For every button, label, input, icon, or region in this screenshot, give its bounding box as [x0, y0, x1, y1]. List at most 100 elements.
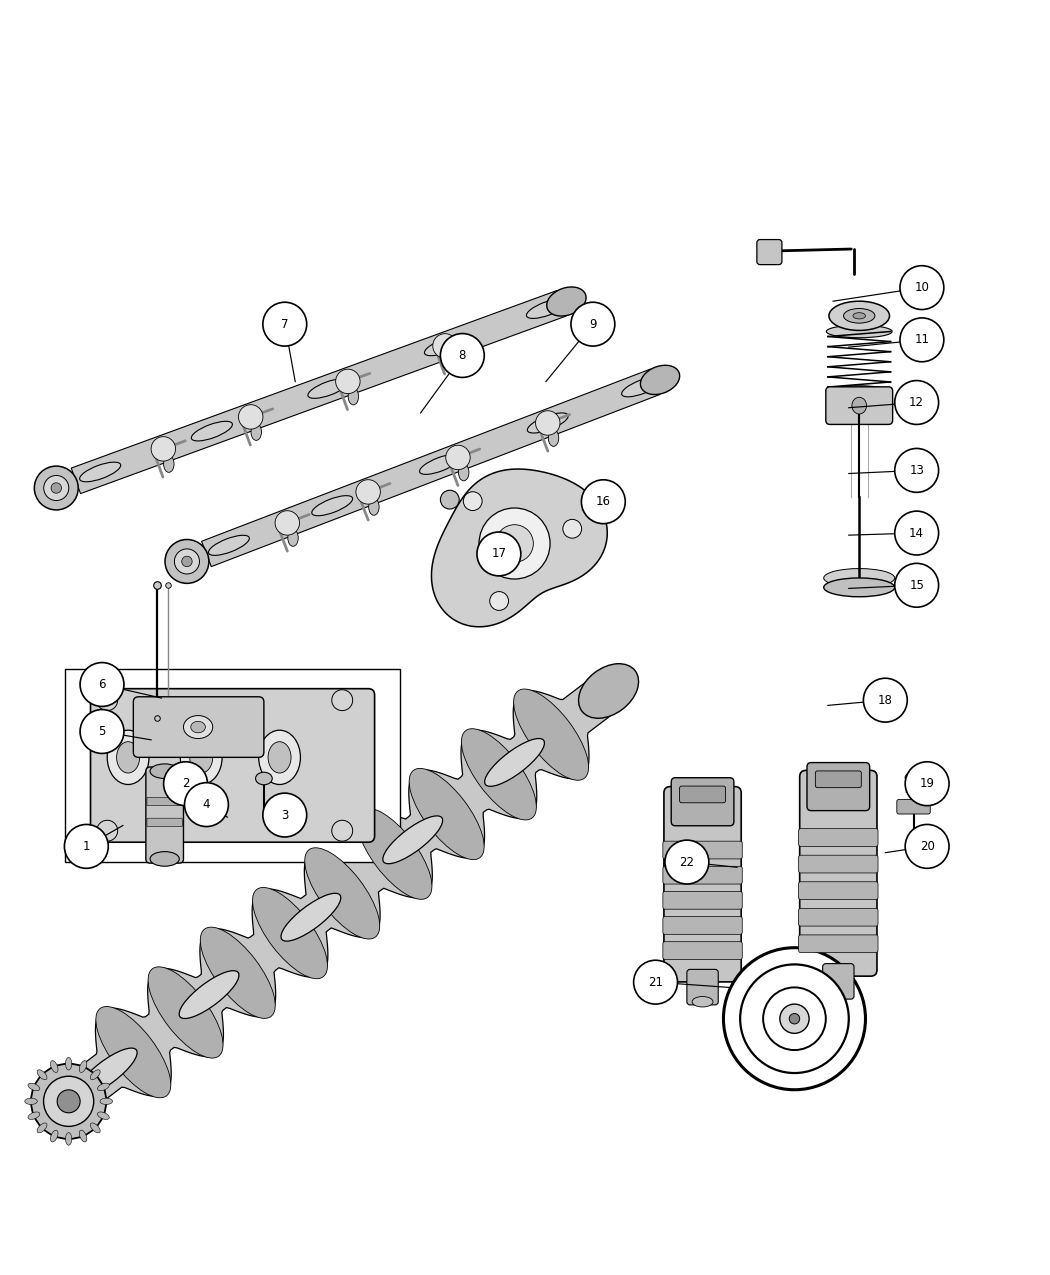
Ellipse shape	[823, 578, 895, 597]
FancyBboxPatch shape	[65, 669, 400, 862]
Circle shape	[563, 519, 582, 538]
Ellipse shape	[281, 894, 341, 941]
Ellipse shape	[184, 715, 213, 738]
Circle shape	[895, 511, 939, 555]
Circle shape	[790, 1014, 800, 1024]
Text: 4: 4	[203, 798, 210, 811]
Circle shape	[275, 511, 299, 536]
FancyBboxPatch shape	[147, 819, 183, 826]
Text: 19: 19	[920, 778, 934, 790]
Ellipse shape	[165, 539, 209, 584]
FancyBboxPatch shape	[822, 964, 854, 1000]
FancyBboxPatch shape	[687, 969, 718, 1005]
Ellipse shape	[485, 738, 545, 787]
Ellipse shape	[255, 773, 272, 785]
Circle shape	[900, 317, 944, 362]
Ellipse shape	[349, 388, 359, 405]
Ellipse shape	[209, 536, 249, 556]
Ellipse shape	[37, 1070, 47, 1080]
Circle shape	[433, 334, 457, 358]
Ellipse shape	[573, 394, 603, 421]
FancyBboxPatch shape	[816, 771, 861, 788]
Ellipse shape	[79, 1130, 87, 1142]
Circle shape	[479, 507, 550, 579]
Ellipse shape	[445, 353, 456, 370]
FancyBboxPatch shape	[663, 842, 742, 859]
Ellipse shape	[622, 376, 663, 397]
Circle shape	[536, 411, 560, 435]
Text: 6: 6	[99, 678, 106, 691]
Ellipse shape	[312, 496, 353, 515]
Ellipse shape	[25, 1098, 38, 1104]
Text: 3: 3	[281, 808, 289, 821]
Ellipse shape	[98, 1084, 109, 1090]
Circle shape	[463, 492, 482, 510]
Ellipse shape	[50, 1130, 58, 1142]
Circle shape	[895, 449, 939, 492]
Ellipse shape	[97, 820, 118, 842]
Circle shape	[780, 1005, 810, 1033]
Ellipse shape	[78, 1048, 138, 1096]
Ellipse shape	[252, 887, 328, 979]
Ellipse shape	[332, 820, 353, 842]
Ellipse shape	[548, 430, 559, 446]
Ellipse shape	[853, 312, 865, 319]
Ellipse shape	[268, 742, 291, 773]
Ellipse shape	[182, 556, 192, 566]
Ellipse shape	[394, 463, 423, 490]
Ellipse shape	[65, 1132, 71, 1145]
Ellipse shape	[303, 497, 334, 524]
Text: 5: 5	[99, 725, 106, 738]
Text: 1: 1	[83, 840, 90, 853]
Text: 16: 16	[595, 495, 611, 509]
Polygon shape	[432, 469, 607, 627]
FancyBboxPatch shape	[825, 386, 892, 425]
Circle shape	[723, 947, 865, 1090]
Circle shape	[895, 380, 939, 425]
Ellipse shape	[852, 398, 866, 414]
Circle shape	[262, 793, 307, 836]
Circle shape	[633, 960, 677, 1005]
FancyBboxPatch shape	[799, 882, 878, 900]
Circle shape	[582, 479, 625, 524]
Ellipse shape	[483, 428, 513, 455]
Circle shape	[763, 987, 825, 1051]
Ellipse shape	[843, 309, 875, 323]
Circle shape	[64, 825, 108, 868]
Ellipse shape	[97, 690, 118, 710]
Circle shape	[863, 678, 907, 722]
Text: 10: 10	[915, 280, 929, 295]
FancyBboxPatch shape	[799, 935, 878, 952]
Polygon shape	[68, 678, 616, 1108]
Ellipse shape	[459, 464, 469, 481]
Text: 11: 11	[915, 333, 929, 347]
FancyBboxPatch shape	[663, 866, 742, 884]
FancyBboxPatch shape	[799, 908, 878, 926]
Text: 21: 21	[648, 975, 663, 988]
Ellipse shape	[191, 421, 232, 441]
Circle shape	[80, 663, 124, 706]
Ellipse shape	[369, 499, 379, 515]
Circle shape	[356, 479, 380, 504]
FancyBboxPatch shape	[146, 768, 184, 863]
Ellipse shape	[43, 1076, 93, 1126]
Ellipse shape	[828, 301, 889, 330]
Text: 17: 17	[491, 547, 506, 561]
Ellipse shape	[174, 550, 200, 574]
Ellipse shape	[148, 966, 223, 1058]
Circle shape	[185, 783, 229, 826]
Text: 7: 7	[281, 317, 289, 330]
FancyBboxPatch shape	[663, 942, 742, 960]
Ellipse shape	[80, 462, 121, 482]
FancyBboxPatch shape	[800, 770, 877, 977]
Ellipse shape	[79, 1061, 87, 1072]
Text: 20: 20	[920, 840, 934, 853]
FancyBboxPatch shape	[679, 787, 726, 803]
Ellipse shape	[150, 764, 180, 779]
Circle shape	[440, 490, 459, 509]
Ellipse shape	[51, 483, 62, 493]
FancyBboxPatch shape	[663, 891, 742, 909]
Circle shape	[900, 265, 944, 310]
Ellipse shape	[288, 529, 298, 546]
Circle shape	[238, 404, 262, 430]
